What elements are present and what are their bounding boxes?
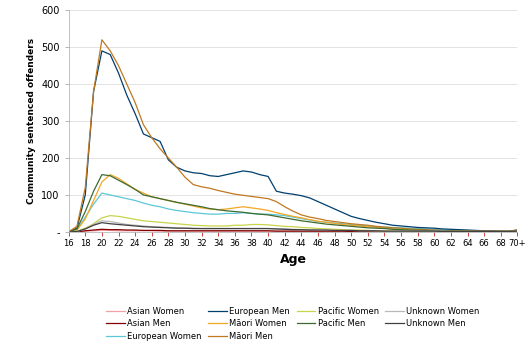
Legend: Asian Women, Asian Men, European Women, European Men, Māori Women, Māori Men, Pa: Asian Women, Asian Men, European Women, … bbox=[107, 307, 479, 341]
Y-axis label: Community sentenced offenders: Community sentenced offenders bbox=[26, 38, 35, 204]
X-axis label: Age: Age bbox=[279, 253, 307, 266]
